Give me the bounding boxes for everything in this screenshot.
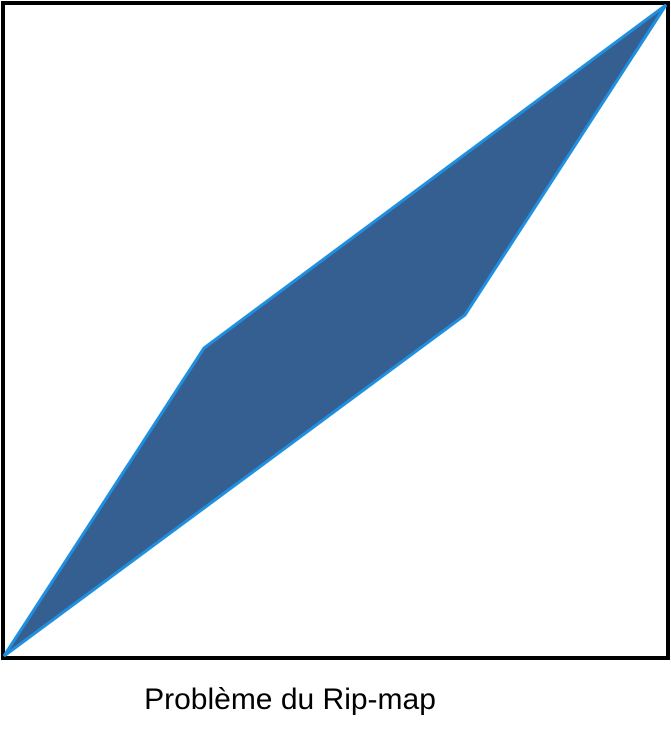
rip-map-diagram: [1, 1, 670, 660]
texture-frame: [1, 1, 670, 660]
figure-caption: Problème du Rip-map: [144, 683, 436, 716]
parallelogram-footprint: [2, 3, 668, 658]
